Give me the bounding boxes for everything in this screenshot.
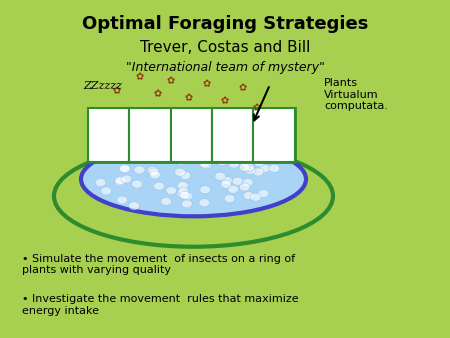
Circle shape xyxy=(245,166,256,174)
Text: "International team of mystery": "International team of mystery" xyxy=(126,61,324,74)
Circle shape xyxy=(181,200,192,208)
Text: ✿: ✿ xyxy=(221,96,229,106)
Circle shape xyxy=(176,157,186,165)
Circle shape xyxy=(220,180,231,188)
Circle shape xyxy=(120,165,130,173)
Text: Plants
Virtualum
computata.: Plants Virtualum computata. xyxy=(324,78,388,111)
Bar xyxy=(253,108,295,162)
Circle shape xyxy=(147,166,158,174)
Circle shape xyxy=(199,199,210,207)
Circle shape xyxy=(129,202,140,210)
Circle shape xyxy=(150,171,161,179)
Circle shape xyxy=(232,177,243,185)
Circle shape xyxy=(200,186,211,194)
Circle shape xyxy=(253,168,264,176)
Circle shape xyxy=(201,161,212,169)
Circle shape xyxy=(216,158,227,166)
Circle shape xyxy=(182,192,193,200)
Text: ✿: ✿ xyxy=(239,83,247,93)
Circle shape xyxy=(115,176,126,185)
Circle shape xyxy=(166,187,176,195)
Circle shape xyxy=(117,196,128,204)
Ellipse shape xyxy=(54,145,333,247)
Circle shape xyxy=(239,163,250,171)
Text: ✿: ✿ xyxy=(153,90,162,100)
Ellipse shape xyxy=(81,142,306,216)
Circle shape xyxy=(180,191,190,199)
Circle shape xyxy=(175,168,185,176)
Circle shape xyxy=(142,150,153,158)
Circle shape xyxy=(224,195,235,203)
Circle shape xyxy=(239,183,250,191)
Circle shape xyxy=(149,168,160,176)
Circle shape xyxy=(177,182,188,190)
Text: Optimal Foraging Strategies: Optimal Foraging Strategies xyxy=(82,15,368,33)
Bar xyxy=(129,108,171,162)
Circle shape xyxy=(134,166,145,174)
Circle shape xyxy=(95,178,106,187)
Text: ✿: ✿ xyxy=(203,79,211,90)
Text: ZZzzzz: ZZzzzz xyxy=(83,81,122,91)
Circle shape xyxy=(199,160,210,168)
Circle shape xyxy=(131,180,142,188)
Circle shape xyxy=(240,160,251,168)
Circle shape xyxy=(180,171,191,179)
Text: • Investigate the movement  rules that maximize
energy intake: • Investigate the movement rules that ma… xyxy=(22,294,299,316)
Circle shape xyxy=(237,150,248,158)
Text: ✿: ✿ xyxy=(252,103,261,113)
Circle shape xyxy=(269,164,280,172)
Bar xyxy=(88,108,129,162)
Circle shape xyxy=(178,187,189,195)
Circle shape xyxy=(108,153,119,162)
Circle shape xyxy=(124,156,135,164)
Bar xyxy=(212,108,253,162)
Bar xyxy=(171,108,212,162)
Circle shape xyxy=(114,178,125,186)
Circle shape xyxy=(177,190,188,198)
Circle shape xyxy=(121,175,132,183)
Text: ✿: ✿ xyxy=(167,76,175,86)
Circle shape xyxy=(162,152,173,160)
Bar xyxy=(88,108,295,162)
Circle shape xyxy=(254,159,265,167)
Text: ✿: ✿ xyxy=(113,86,121,96)
Text: ✿: ✿ xyxy=(135,73,144,83)
Circle shape xyxy=(228,185,238,193)
Circle shape xyxy=(161,197,171,206)
Text: ✿: ✿ xyxy=(185,93,193,103)
Circle shape xyxy=(243,192,254,200)
Circle shape xyxy=(243,178,253,187)
Circle shape xyxy=(112,150,123,158)
Circle shape xyxy=(259,164,270,172)
Circle shape xyxy=(229,160,239,168)
Text: Trever, Costas and Bill: Trever, Costas and Bill xyxy=(140,40,310,55)
Circle shape xyxy=(221,177,232,185)
Text: • Simulate the movement  of insects on a ring of
plants with varying quality: • Simulate the movement of insects on a … xyxy=(22,254,296,275)
Circle shape xyxy=(101,187,112,195)
Circle shape xyxy=(215,172,225,180)
Circle shape xyxy=(153,182,164,190)
Circle shape xyxy=(119,165,130,173)
Circle shape xyxy=(258,190,269,198)
Circle shape xyxy=(250,193,261,201)
Circle shape xyxy=(243,163,254,171)
